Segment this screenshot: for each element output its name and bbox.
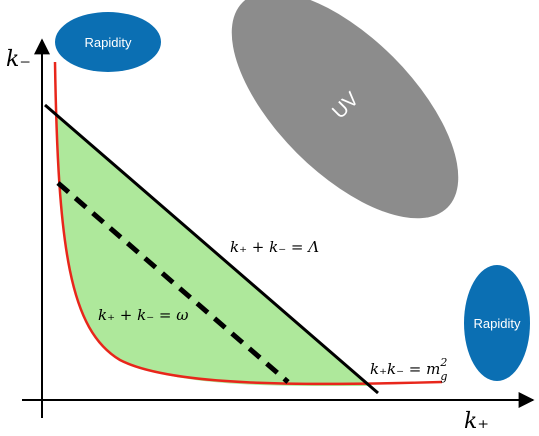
cutoff-line xyxy=(44,103,379,395)
mass-equation-sup: 2 xyxy=(439,356,447,369)
uv-ellipse xyxy=(231,0,459,219)
mass-equation-sub: g xyxy=(440,370,447,383)
y-axis-label: k₋ xyxy=(6,47,31,72)
omega-equation: k₊ + k₋ = ω xyxy=(98,306,188,324)
rapidity-ellipse xyxy=(55,12,161,72)
mass-equation: k₊k₋ = m2 g xyxy=(370,356,447,383)
mass-equation-main: k₊k₋ = m xyxy=(370,360,440,378)
hyperbola-curve xyxy=(53,61,443,386)
x-axis-label: k₊ xyxy=(464,409,489,434)
rapidity-label: Rapidity xyxy=(474,316,521,331)
cutoff-equation: k₊ + k₋ = Λ xyxy=(230,238,319,256)
rapidity-label: Rapidity xyxy=(85,35,132,50)
omega-line xyxy=(56,181,290,384)
rapidity-ellipse xyxy=(464,265,530,381)
